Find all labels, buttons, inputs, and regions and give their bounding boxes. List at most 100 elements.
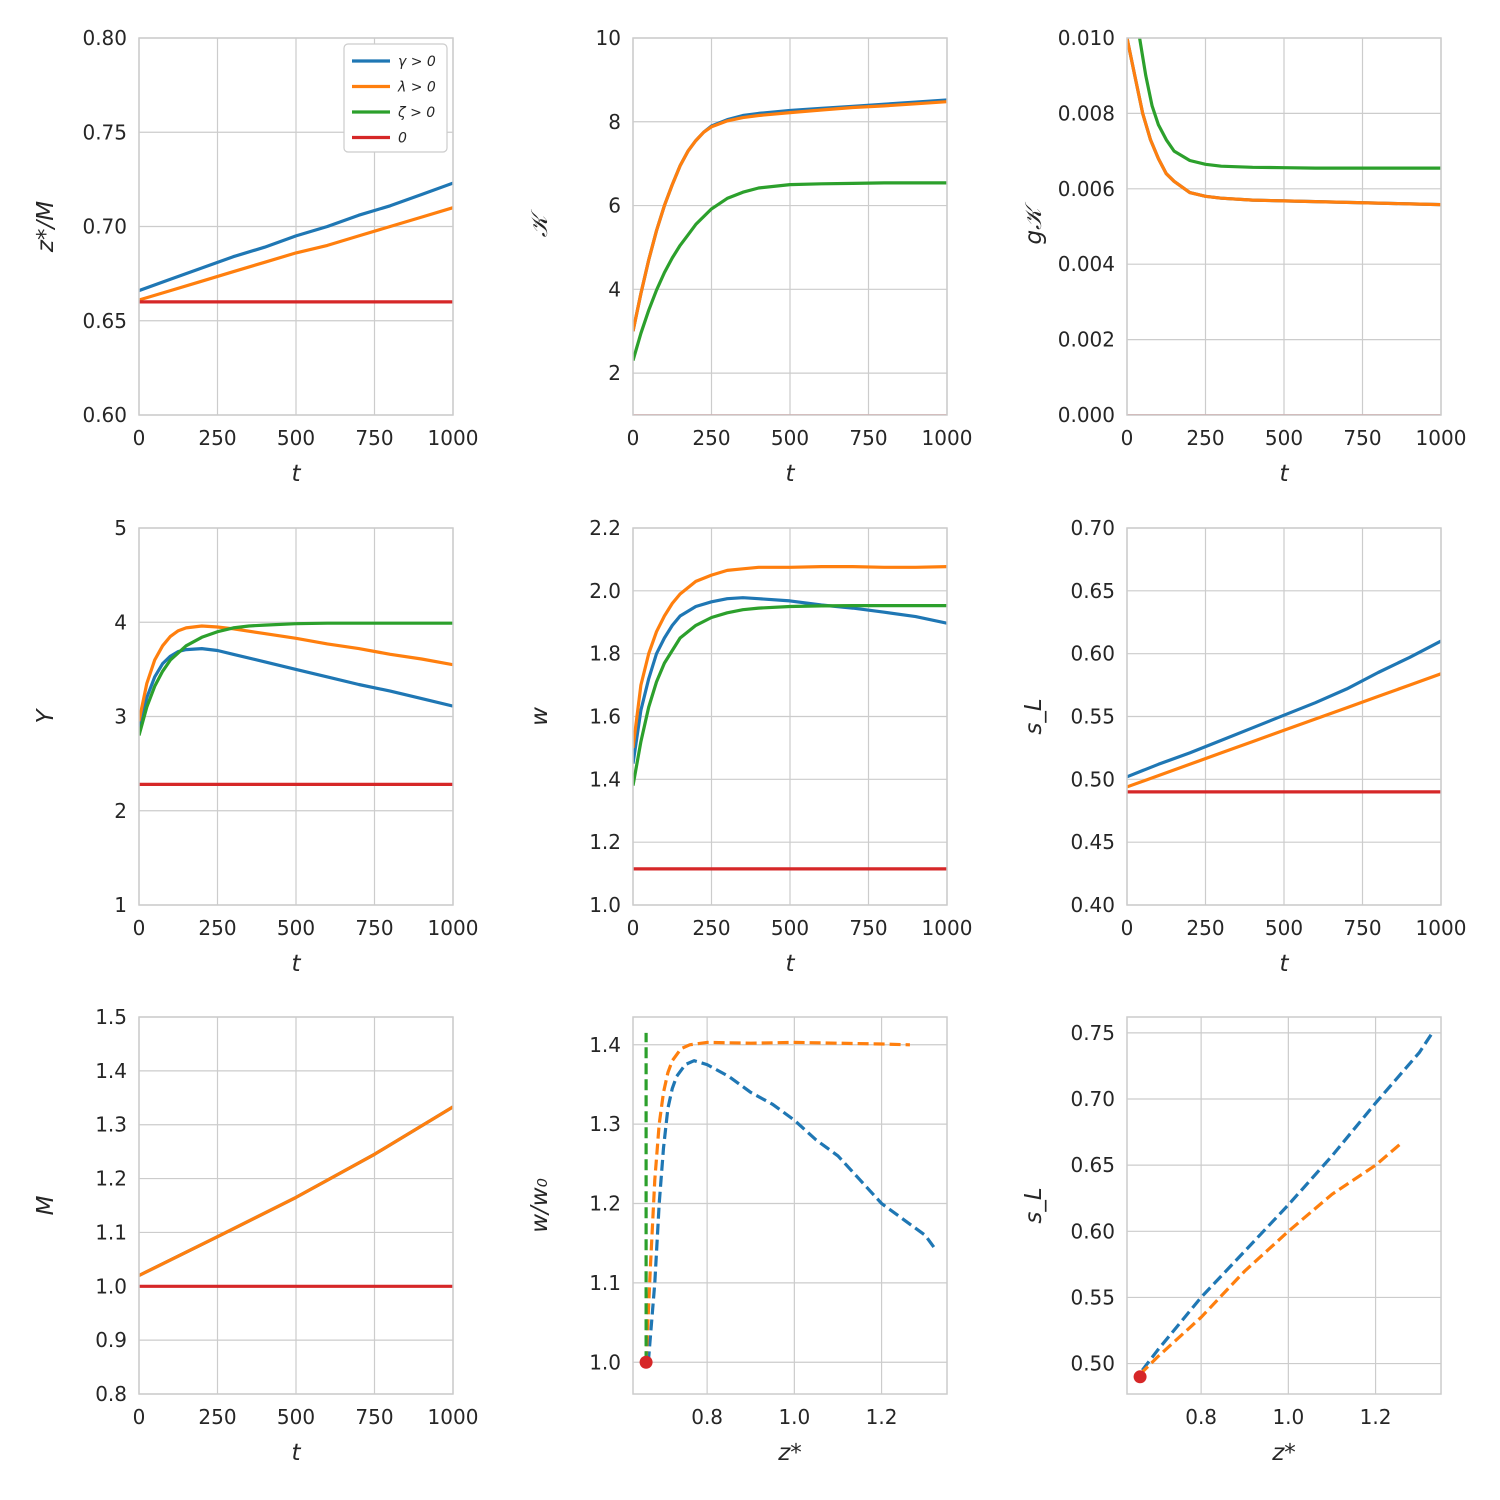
x-tick-label: 500 [771, 426, 809, 450]
series-group [139, 1105, 453, 1288]
x-tick-label: 0 [133, 1405, 146, 1429]
series-line-gamma [139, 647, 453, 731]
x-tick-label: 500 [277, 1405, 315, 1429]
y-tick-label: 1.2 [95, 1167, 127, 1191]
axes-frame [1126, 37, 1442, 416]
x-tick-label: 1.0 [1272, 1405, 1304, 1429]
y-tick-label: 1.0 [589, 893, 621, 917]
x-tick-label: 500 [277, 916, 315, 940]
y-tick-label: 0.65 [82, 309, 127, 333]
x-tick-label: 1.2 [866, 1405, 898, 1429]
series-line-lambda [633, 565, 947, 749]
x-axis-label: t [1279, 461, 1289, 487]
x-tick-label: 750 [355, 426, 393, 450]
series-group [1127, 38, 1441, 415]
axes-frame [1126, 1016, 1442, 1395]
x-axis-label: z* [777, 1440, 802, 1466]
subplot-2: 0 250 500 750 1000 2 4 6 8 10 t 𝒦 [527, 26, 972, 487]
series-group [633, 565, 947, 871]
series-line-lambda [139, 624, 453, 722]
x-tick-label: 0.8 [691, 1405, 723, 1429]
y-tick-label: 0.9 [95, 1328, 127, 1352]
x-tick-label: 250 [1186, 916, 1224, 940]
series-line-zeta [1138, 38, 1441, 170]
y-tick-label: 10 [596, 26, 621, 50]
y-tick-label: 0.60 [82, 403, 127, 427]
series-marker-zero [1133, 1370, 1147, 1384]
x-tick-label: 0.8 [1185, 1405, 1217, 1429]
axes-frame [1126, 527, 1442, 906]
y-tick-label: 2.0 [589, 579, 621, 603]
y-tick-label: 0.60 [1070, 642, 1115, 666]
series-line-lambda [139, 1105, 453, 1277]
x-tick-label: 0 [1121, 426, 1134, 450]
y-tick-label: 0.75 [1070, 1021, 1115, 1045]
x-tick-label: 750 [1343, 916, 1381, 940]
x-axis-label: t [785, 951, 795, 977]
x-tick-label: 750 [849, 426, 887, 450]
y-tick-label: 1.6 [589, 705, 621, 729]
x-tick-label: 0 [133, 916, 146, 940]
x-tick-label: 1.2 [1360, 1405, 1392, 1429]
x-tick-label: 250 [692, 916, 730, 940]
series-line-lambda [1127, 38, 1441, 207]
y-tick-label: 1.1 [95, 1220, 127, 1244]
legend-label: 0 [398, 131, 407, 147]
subplot-7: 0 250 500 750 1000 0.8 0.9 1.0 1.1 1.2 1.3 1.4 1.5 t M [33, 1005, 478, 1466]
y-tick-label: 2 [114, 799, 127, 823]
y-axis-label: s_L [1021, 698, 1047, 734]
x-tick-label: 250 [198, 1405, 236, 1429]
series-line-zeta [139, 621, 453, 736]
series-group [644, 1032, 936, 1363]
x-tick-label: 1.0 [778, 1405, 810, 1429]
y-tick-label: 1.3 [95, 1113, 127, 1137]
x-tick-label: 1000 [428, 916, 479, 940]
x-tick-label: 0 [627, 916, 640, 940]
x-tick-label: 1000 [428, 1405, 479, 1429]
x-tick-label: 1000 [922, 916, 973, 940]
legend-label: γ > 0 [398, 54, 436, 70]
series-group [139, 181, 453, 304]
series-line-lambda [633, 100, 947, 332]
series-group [633, 98, 947, 415]
axes-frame [138, 37, 454, 416]
y-tick-label: 0.002 [1058, 328, 1115, 352]
y-tick-label: 0.55 [1070, 1285, 1115, 1309]
y-tick-label: 0.70 [82, 215, 127, 239]
axes-frame [138, 527, 454, 906]
y-tick-label: 0.8 [95, 1382, 127, 1406]
series-group [139, 621, 453, 786]
x-tick-label: 750 [355, 1405, 393, 1429]
y-tick-label: 4 [608, 277, 621, 301]
y-tick-label: 0.75 [82, 120, 127, 144]
y-tick-label: 0.60 [1070, 1219, 1115, 1243]
y-tick-label: 0.008 [1058, 101, 1115, 125]
y-tick-label: 1.0 [589, 1350, 621, 1374]
series-marker-zero [639, 1355, 653, 1369]
subplot-6: 0 250 500 750 1000 0.40 0.45 0.50 0.55 0.60 0.65 0.… [1021, 516, 1466, 977]
y-tick-label: 1.4 [95, 1059, 127, 1083]
y-axis-label: w [527, 707, 553, 726]
y-tick-label: 5 [114, 516, 127, 540]
x-tick-label: 1000 [922, 426, 973, 450]
x-tick-label: 1000 [1416, 426, 1467, 450]
y-axis-label: s_L [1021, 1187, 1047, 1223]
y-axis-label: g𝒦 [1021, 201, 1047, 245]
subplot-9: 0.8 1.0 1.2 0.50 0.55 0.60 0.65 0.70 0.75 z* s_L [1021, 1016, 1442, 1466]
axes-frame [632, 527, 948, 906]
x-tick-label: 750 [1343, 426, 1381, 450]
series-line-lambda [139, 206, 453, 302]
series-line-gamma [633, 596, 947, 764]
y-tick-label: 0.000 [1058, 403, 1115, 427]
x-axis-label: t [1279, 951, 1289, 977]
x-tick-label: 500 [1265, 426, 1303, 450]
x-axis-label: t [291, 1440, 301, 1466]
x-tick-label: 1000 [428, 426, 479, 450]
axes-frame [632, 37, 948, 416]
x-tick-label: 1000 [1416, 916, 1467, 940]
x-axis-label: z* [1271, 1440, 1296, 1466]
y-tick-label: 1.2 [589, 1192, 621, 1216]
x-axis-label: t [291, 461, 301, 487]
x-tick-label: 500 [1265, 916, 1303, 940]
subplot-8: 0.8 1.0 1.2 1.0 1.1 1.2 1.3 1.4 z* w/w₀ [527, 1016, 948, 1466]
